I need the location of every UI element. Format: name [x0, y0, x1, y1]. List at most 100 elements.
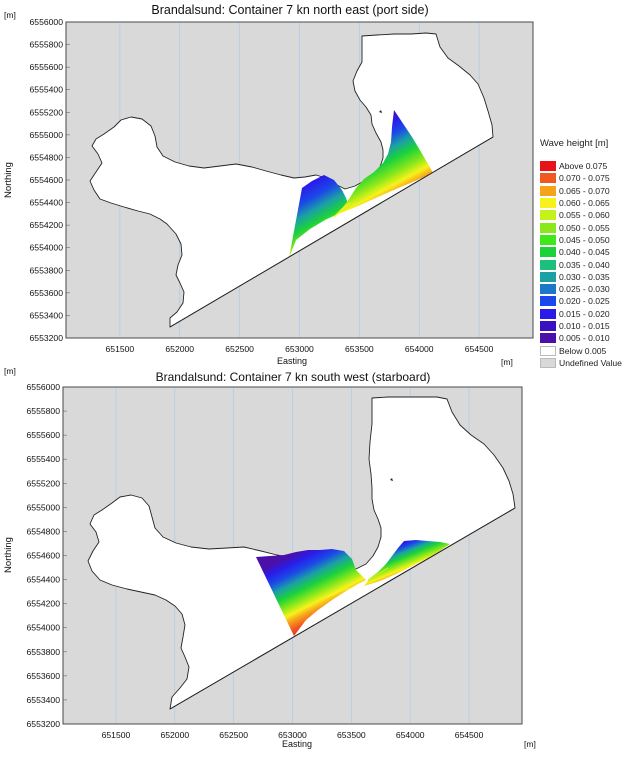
legend-swatch [540, 247, 556, 258]
y-tick-label: 6555400 [30, 85, 64, 95]
legend-label: 0.040 - 0.045 [559, 247, 610, 258]
legend-label: 0.035 - 0.040 [559, 259, 610, 270]
y-axis-label: Northing [3, 162, 14, 198]
y-tick-label: 6555800 [30, 40, 64, 50]
legend-swatch [540, 234, 556, 245]
y-tick-label: 6554800 [27, 526, 61, 536]
legend-label: Undefined Value [559, 357, 622, 368]
legend-entry: 0.050 - 0.055 [540, 221, 644, 233]
legend-label: 0.050 - 0.055 [559, 222, 610, 233]
y-tick-label: 6553600 [27, 671, 61, 681]
y-tick-label: 6555400 [27, 454, 61, 464]
legend-label: 0.010 - 0.015 [559, 321, 610, 331]
y-tick-label: 6554000 [30, 243, 64, 253]
map-title: Brandalsund: Container 7 kn north east (… [151, 3, 428, 17]
y-tick-label: 6555600 [27, 430, 61, 440]
y-tick-label: 6555800 [27, 406, 61, 416]
x-tick-label: 653500 [337, 730, 366, 740]
map-title: Brandalsund: Container 7 kn south west (… [156, 370, 431, 384]
x-unit: [m] [524, 739, 536, 749]
legend-swatch [540, 296, 556, 307]
x-tick-label: 652000 [165, 344, 194, 354]
legend-entry: 0.055 - 0.060 [540, 209, 644, 221]
legend-label: 0.065 - 0.070 [559, 185, 610, 196]
x-tick-label: 651500 [102, 730, 131, 740]
legend-swatch [540, 321, 556, 331]
legend-swatch [540, 357, 556, 368]
legend-entry: 0.070 - 0.075 [540, 172, 644, 184]
x-tick-labels: 651500 652000 652500 653000 653500 654000 6545… [102, 730, 484, 740]
x-tick-label: 653000 [285, 344, 314, 354]
legend-swatch [540, 345, 556, 356]
legend-entry: Below 0.005 [540, 344, 644, 356]
y-tick-label: 6554200 [27, 599, 61, 609]
boundary-line [169, 507, 516, 710]
legend-entry: 0.025 - 0.030 [540, 283, 644, 295]
y-tick-label: 6555000 [30, 130, 64, 140]
legend-entry: 0.015 - 0.020 [540, 308, 644, 320]
y-tick-label: 6553600 [30, 288, 64, 298]
legend-entry: Undefined Value [540, 357, 644, 369]
legend-label: Above 0.075 [559, 161, 608, 172]
legend-label: 0.005 - 0.010 [559, 333, 610, 344]
y-tick-label: 6554800 [30, 152, 64, 162]
legend-entry: 0.040 - 0.045 [540, 246, 644, 258]
x-tick-label: 654000 [405, 344, 434, 354]
y-tick-label: 6554400 [30, 198, 64, 208]
fjord-domain [87, 396, 516, 710]
legend-swatch [540, 259, 556, 270]
map-panel-north-east: Brandalsund: Container 7 kn north east (… [3, 3, 534, 367]
wave-field-west [256, 549, 366, 636]
legend-swatch [540, 198, 556, 209]
legend-entry: 0.010 - 0.015 [540, 320, 644, 332]
y-tick-label: 6553400 [27, 695, 61, 705]
y-tick-label: 6553800 [27, 647, 61, 657]
legend-entry: 0.035 - 0.040 [540, 258, 644, 270]
y-tick-label: 6554400 [27, 575, 61, 585]
wave-field-west [289, 175, 349, 258]
x-axis-label: Easting [277, 356, 307, 366]
x-tick-label: 652000 [160, 730, 189, 740]
legend-entries: Above 0.075 0.070 - 0.075 0.065 - 0.070 0.0… [540, 160, 644, 369]
legend-label: 0.055 - 0.060 [559, 210, 610, 221]
y-tick-label: 6556000 [30, 17, 64, 27]
legend-swatch [540, 308, 556, 319]
legend-entry: 0.030 - 0.035 [540, 271, 644, 283]
boundary-line [169, 136, 494, 328]
legend-label: 0.030 - 0.035 [559, 271, 610, 282]
legend-swatch [540, 222, 556, 233]
x-tick-label: 653000 [278, 730, 307, 740]
legend-label: Below 0.005 [559, 345, 607, 356]
y-tick-label: 6554600 [30, 175, 64, 185]
legend-label: 0.025 - 0.030 [559, 284, 610, 295]
legend-label: 0.070 - 0.075 [559, 173, 610, 184]
legend: Wave height [m] Above 0.075 0.070 - 0.075… [540, 138, 644, 369]
legend-label: 0.060 - 0.065 [559, 198, 610, 209]
y-tick-label: 6553200 [30, 333, 64, 343]
x-tick-label: 654500 [455, 730, 484, 740]
legend-entry: 0.060 - 0.065 [540, 197, 644, 209]
wave-field-east [336, 110, 433, 215]
y-tick-label: 6555600 [30, 62, 64, 72]
wave-field-east [364, 540, 450, 586]
legend-swatch [540, 161, 556, 172]
y-unit: [m] [4, 366, 16, 376]
fjord-domain [89, 32, 494, 328]
y-tick-labels: 6553200 6553400 6553600 6553800 6554000 65542… [27, 382, 61, 729]
legend-label: 0.020 - 0.025 [559, 296, 610, 307]
legend-swatch [540, 210, 556, 221]
x-tick-label: 654000 [396, 730, 425, 740]
x-tick-label: 654500 [465, 344, 494, 354]
y-tick-label: 6553200 [27, 719, 61, 729]
y-tick-label: 6556000 [27, 382, 61, 392]
legend-swatch [540, 173, 556, 184]
x-unit: [m] [501, 357, 513, 367]
x-tick-label: 652500 [219, 730, 248, 740]
y-tick-label: 6553400 [30, 310, 64, 320]
island-marker [379, 110, 382, 113]
y-tick-label: 6555200 [30, 107, 64, 117]
y-tick-label: 6555200 [27, 478, 61, 488]
y-unit: [m] [4, 10, 16, 20]
x-tick-label: 651500 [106, 344, 135, 354]
